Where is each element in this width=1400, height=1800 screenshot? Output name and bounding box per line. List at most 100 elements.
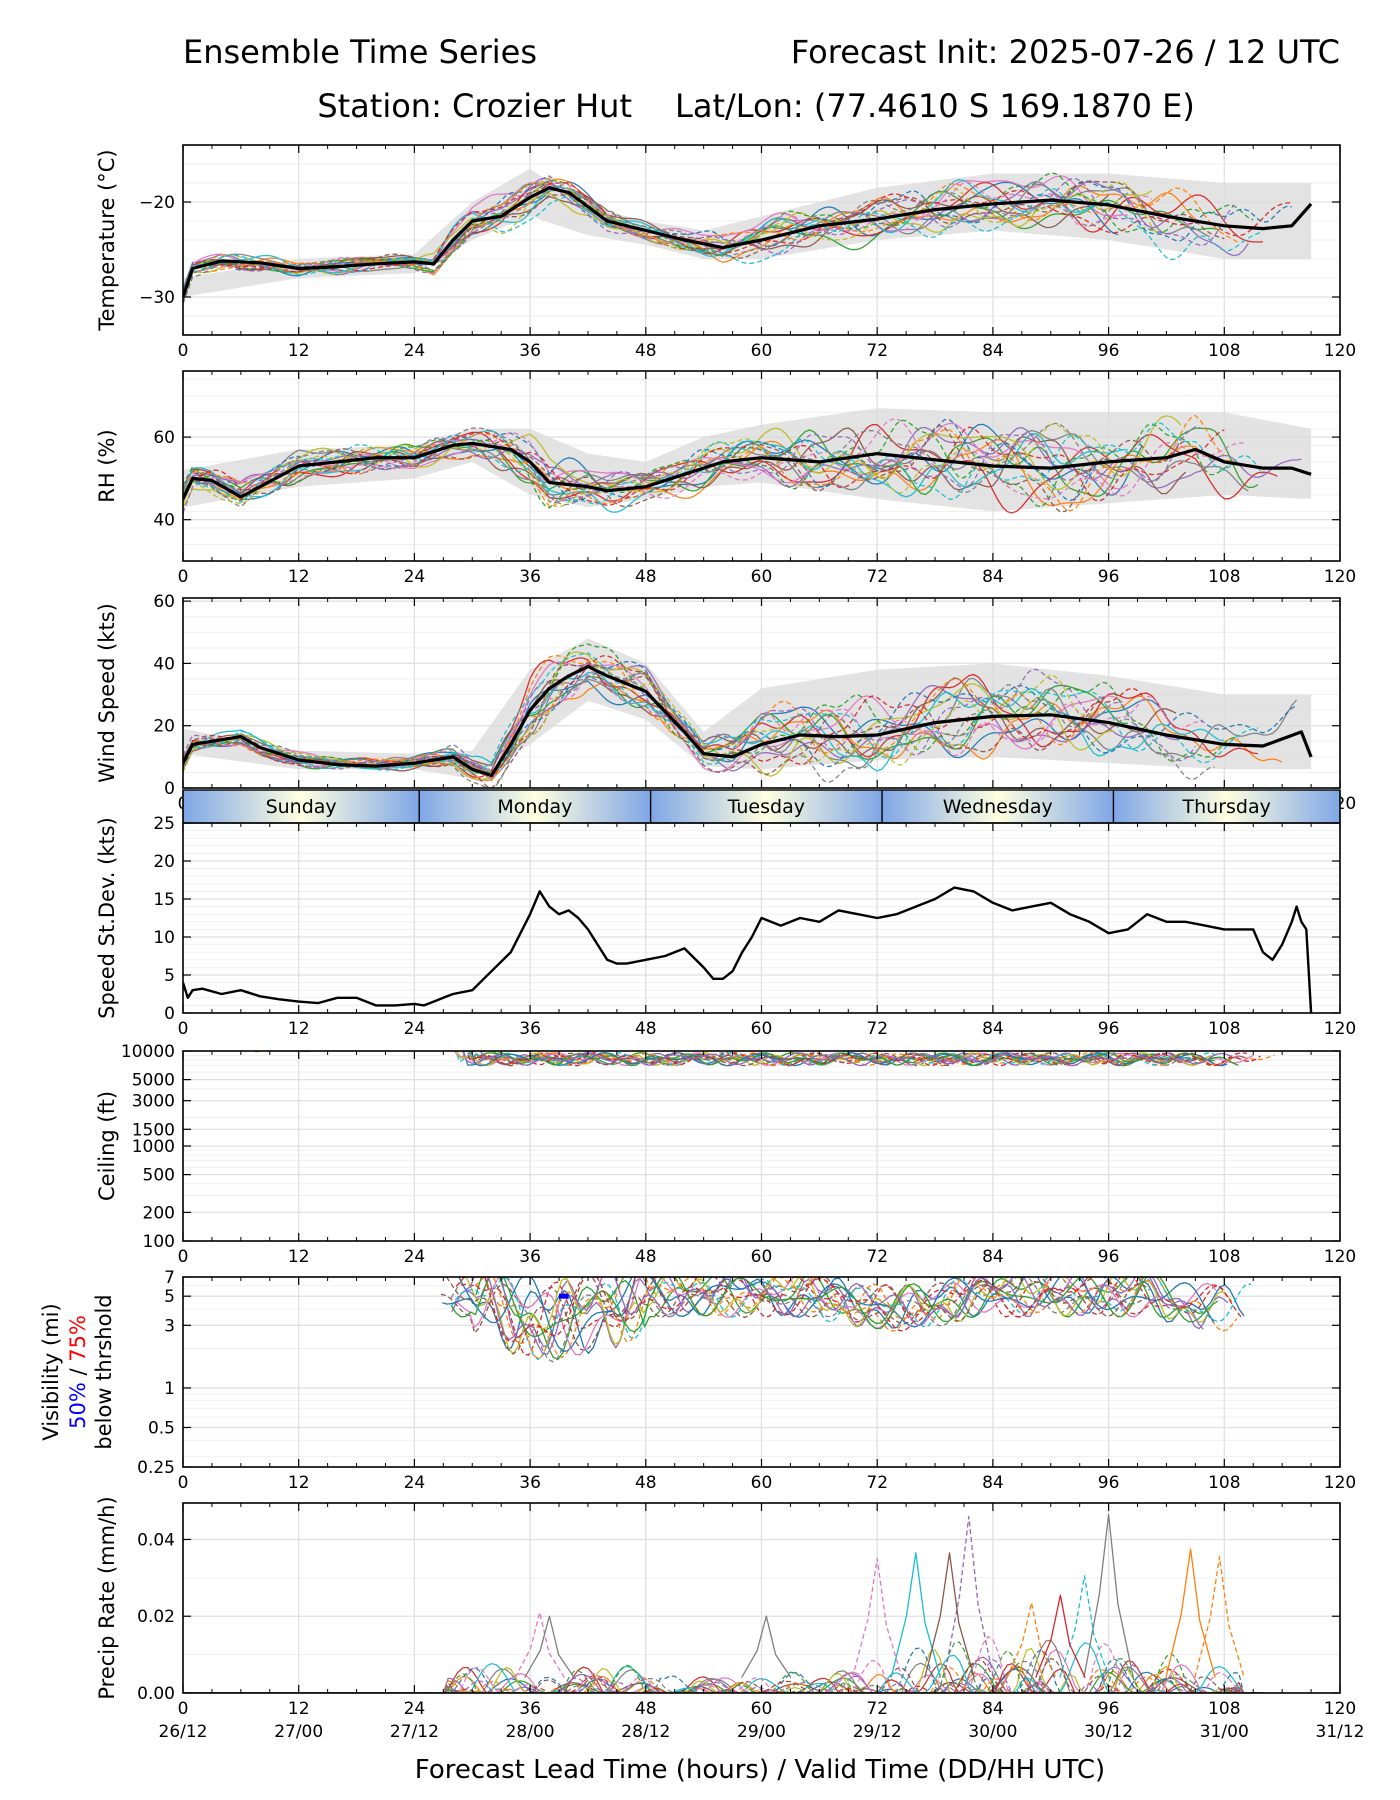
y-tick-label: 100 [143, 1232, 175, 1252]
x-tick-label: 24 [404, 1473, 426, 1493]
ensemble-member-line [183, 423, 1114, 508]
x-tick-label: 36 [519, 1247, 541, 1267]
valid-time-label: 28/00 [506, 1722, 555, 1742]
ensemble-member-line [183, 422, 1119, 508]
x-tick-label: 60 [751, 1699, 773, 1719]
x-tick-label: 12 [288, 1247, 310, 1267]
visibility-member-line [484, 1277, 1158, 1360]
y-tick-label: 10000 [121, 1042, 175, 1062]
x-tick-label: 60 [751, 1473, 773, 1493]
x-tick-label: 24 [404, 567, 426, 587]
precip-peak-line [851, 1558, 903, 1678]
x-tick-label: 120 [1324, 341, 1356, 361]
y-tick-label: 5000 [132, 1071, 175, 1091]
visibility-member-line [454, 1277, 1218, 1356]
ensemble-member-line [183, 643, 1239, 777]
x-tick-label: 108 [1208, 1019, 1240, 1039]
y-axis-label: Wind Speed (kts) [95, 603, 119, 783]
ensemble-member-line [183, 655, 1143, 779]
day-band: Sunday Monday Tuesday Wednesday Thursday [182, 789, 1341, 824]
y-tick-label: 0 [164, 779, 175, 799]
x-tick-label: 72 [866, 341, 888, 361]
y-tick-label: 0.04 [137, 1530, 175, 1550]
precip-peak-line [514, 1611, 565, 1678]
x-tick-label: 48 [635, 1699, 657, 1719]
x-tick-label: 36 [519, 1699, 541, 1719]
ensemble-member-line [183, 175, 1235, 295]
x-tick-label: 72 [866, 1699, 888, 1719]
precip-member-line [183, 1663, 1263, 1693]
y-axis-label: Temperature (°C) [95, 149, 119, 331]
y-tick-label: 500 [143, 1166, 175, 1186]
ceiling-panel: 0 12 24 36 48 60 72 84 96 108 120 100 200 500 10001500… [95, 1042, 1356, 1267]
x-tick-label: 12 [288, 341, 310, 361]
precip-peak-line [1006, 1602, 1057, 1678]
x-tick-label: 48 [635, 1019, 657, 1039]
x-tick-label: 24 [404, 341, 426, 361]
y-axis-label: Visibility (mi) [39, 1303, 63, 1440]
x-tick-label: 0 [178, 1473, 189, 1493]
y-tick-label: 3 [164, 1316, 175, 1336]
precip-peak-line [890, 1552, 942, 1678]
y-tick-label: 20 [153, 852, 175, 872]
plot-area [255, 1051, 1275, 1067]
y-tick-label: 0.5 [148, 1418, 175, 1438]
x-tick-label: 72 [866, 1473, 888, 1493]
x-tick-label: 12 [288, 1019, 310, 1039]
precip-peak-line [1165, 1548, 1216, 1678]
ensemble-mean-line [183, 441, 1312, 500]
y-axis-label: RH (%) [95, 429, 119, 502]
y-axis-label: Precip Rate (mm/h) [95, 1496, 119, 1699]
y-tick-label: 0.00 [137, 1684, 175, 1704]
precip-peak-line [524, 1615, 575, 1678]
ensemble-member-line [183, 181, 1153, 299]
x-tick-label: 24 [404, 1247, 426, 1267]
x-tick-label: 0 [178, 1699, 189, 1719]
temperature-panel: 0 12 24 36 48 60 72 84 96 108 120 −30 −20 Temperature… [95, 144, 1356, 361]
x-tick-label: 120 [1324, 1019, 1356, 1039]
plot-area [440, 1277, 1252, 1363]
y-tick-label: −20 [139, 193, 175, 213]
precip-peak-line [1035, 1594, 1086, 1678]
y-tick-label: 60 [153, 592, 175, 612]
precip-peak-line [924, 1552, 975, 1678]
wind-panel: 012243648607284961081200204060Wind Speed… [95, 592, 1356, 814]
y-tick-label: 0 [164, 1004, 175, 1024]
y-tick-label: 1 [164, 1379, 175, 1399]
ensemble-member-line [183, 418, 1244, 500]
x-tick-label: 96 [1098, 1247, 1120, 1267]
vis-sep-label: / [66, 1362, 90, 1382]
y-tick-label: 3000 [132, 1092, 175, 1112]
x-tick-label: 96 [1098, 1019, 1120, 1039]
ensemble-member-line [183, 181, 1240, 299]
precip-peak-line [943, 1515, 995, 1678]
precip-member-line [183, 1649, 1263, 1693]
ensemble-member-line [183, 670, 1215, 788]
x-tick-label: 96 [1098, 1699, 1120, 1719]
valid-time-label: 29/12 [853, 1722, 902, 1742]
y-axis-label-threshold-note: below thrshold [92, 1294, 116, 1449]
y-tick-label: 5 [164, 1287, 175, 1307]
ensemble-member-line [183, 190, 1153, 298]
ensemble-mean-line [183, 664, 1313, 778]
precip-member-line [183, 1658, 1263, 1693]
y-tick-label: 40 [153, 654, 175, 674]
rh-panel: 0 12 24 36 48 60 72 84 96 108 120 40 60 RH (%) [95, 370, 1356, 587]
valid-time-label: 31/12 [1316, 1722, 1365, 1742]
ensemble-member-line [183, 187, 1264, 293]
stdev-panel: 0 12 24 36 48 60 72 84 96 108 120 0 5 10 15 20 25 Speed S… [95, 814, 1356, 1039]
visibility-panel: 0 12 24 36 48 60 72 84 96 108 120 0.25 0.5 1 3 57 Visibi… [39, 1268, 1356, 1493]
visibility-member-line [465, 1277, 1204, 1355]
stdev-line [183, 886, 1313, 1013]
x-tick-label: 36 [519, 567, 541, 587]
x-tick-label: 108 [1208, 1699, 1240, 1719]
plot-area [183, 408, 1312, 514]
valid-time-label: 30/00 [968, 1722, 1017, 1742]
x-tick-label: 120 [1324, 567, 1356, 587]
y-tick-label: 0.25 [137, 1458, 175, 1478]
day-label: Tuesday [727, 796, 805, 818]
x-tick-label: 96 [1098, 341, 1120, 361]
x-tick-label: 108 [1208, 341, 1240, 361]
vis-75-label: 75% [66, 1315, 90, 1362]
